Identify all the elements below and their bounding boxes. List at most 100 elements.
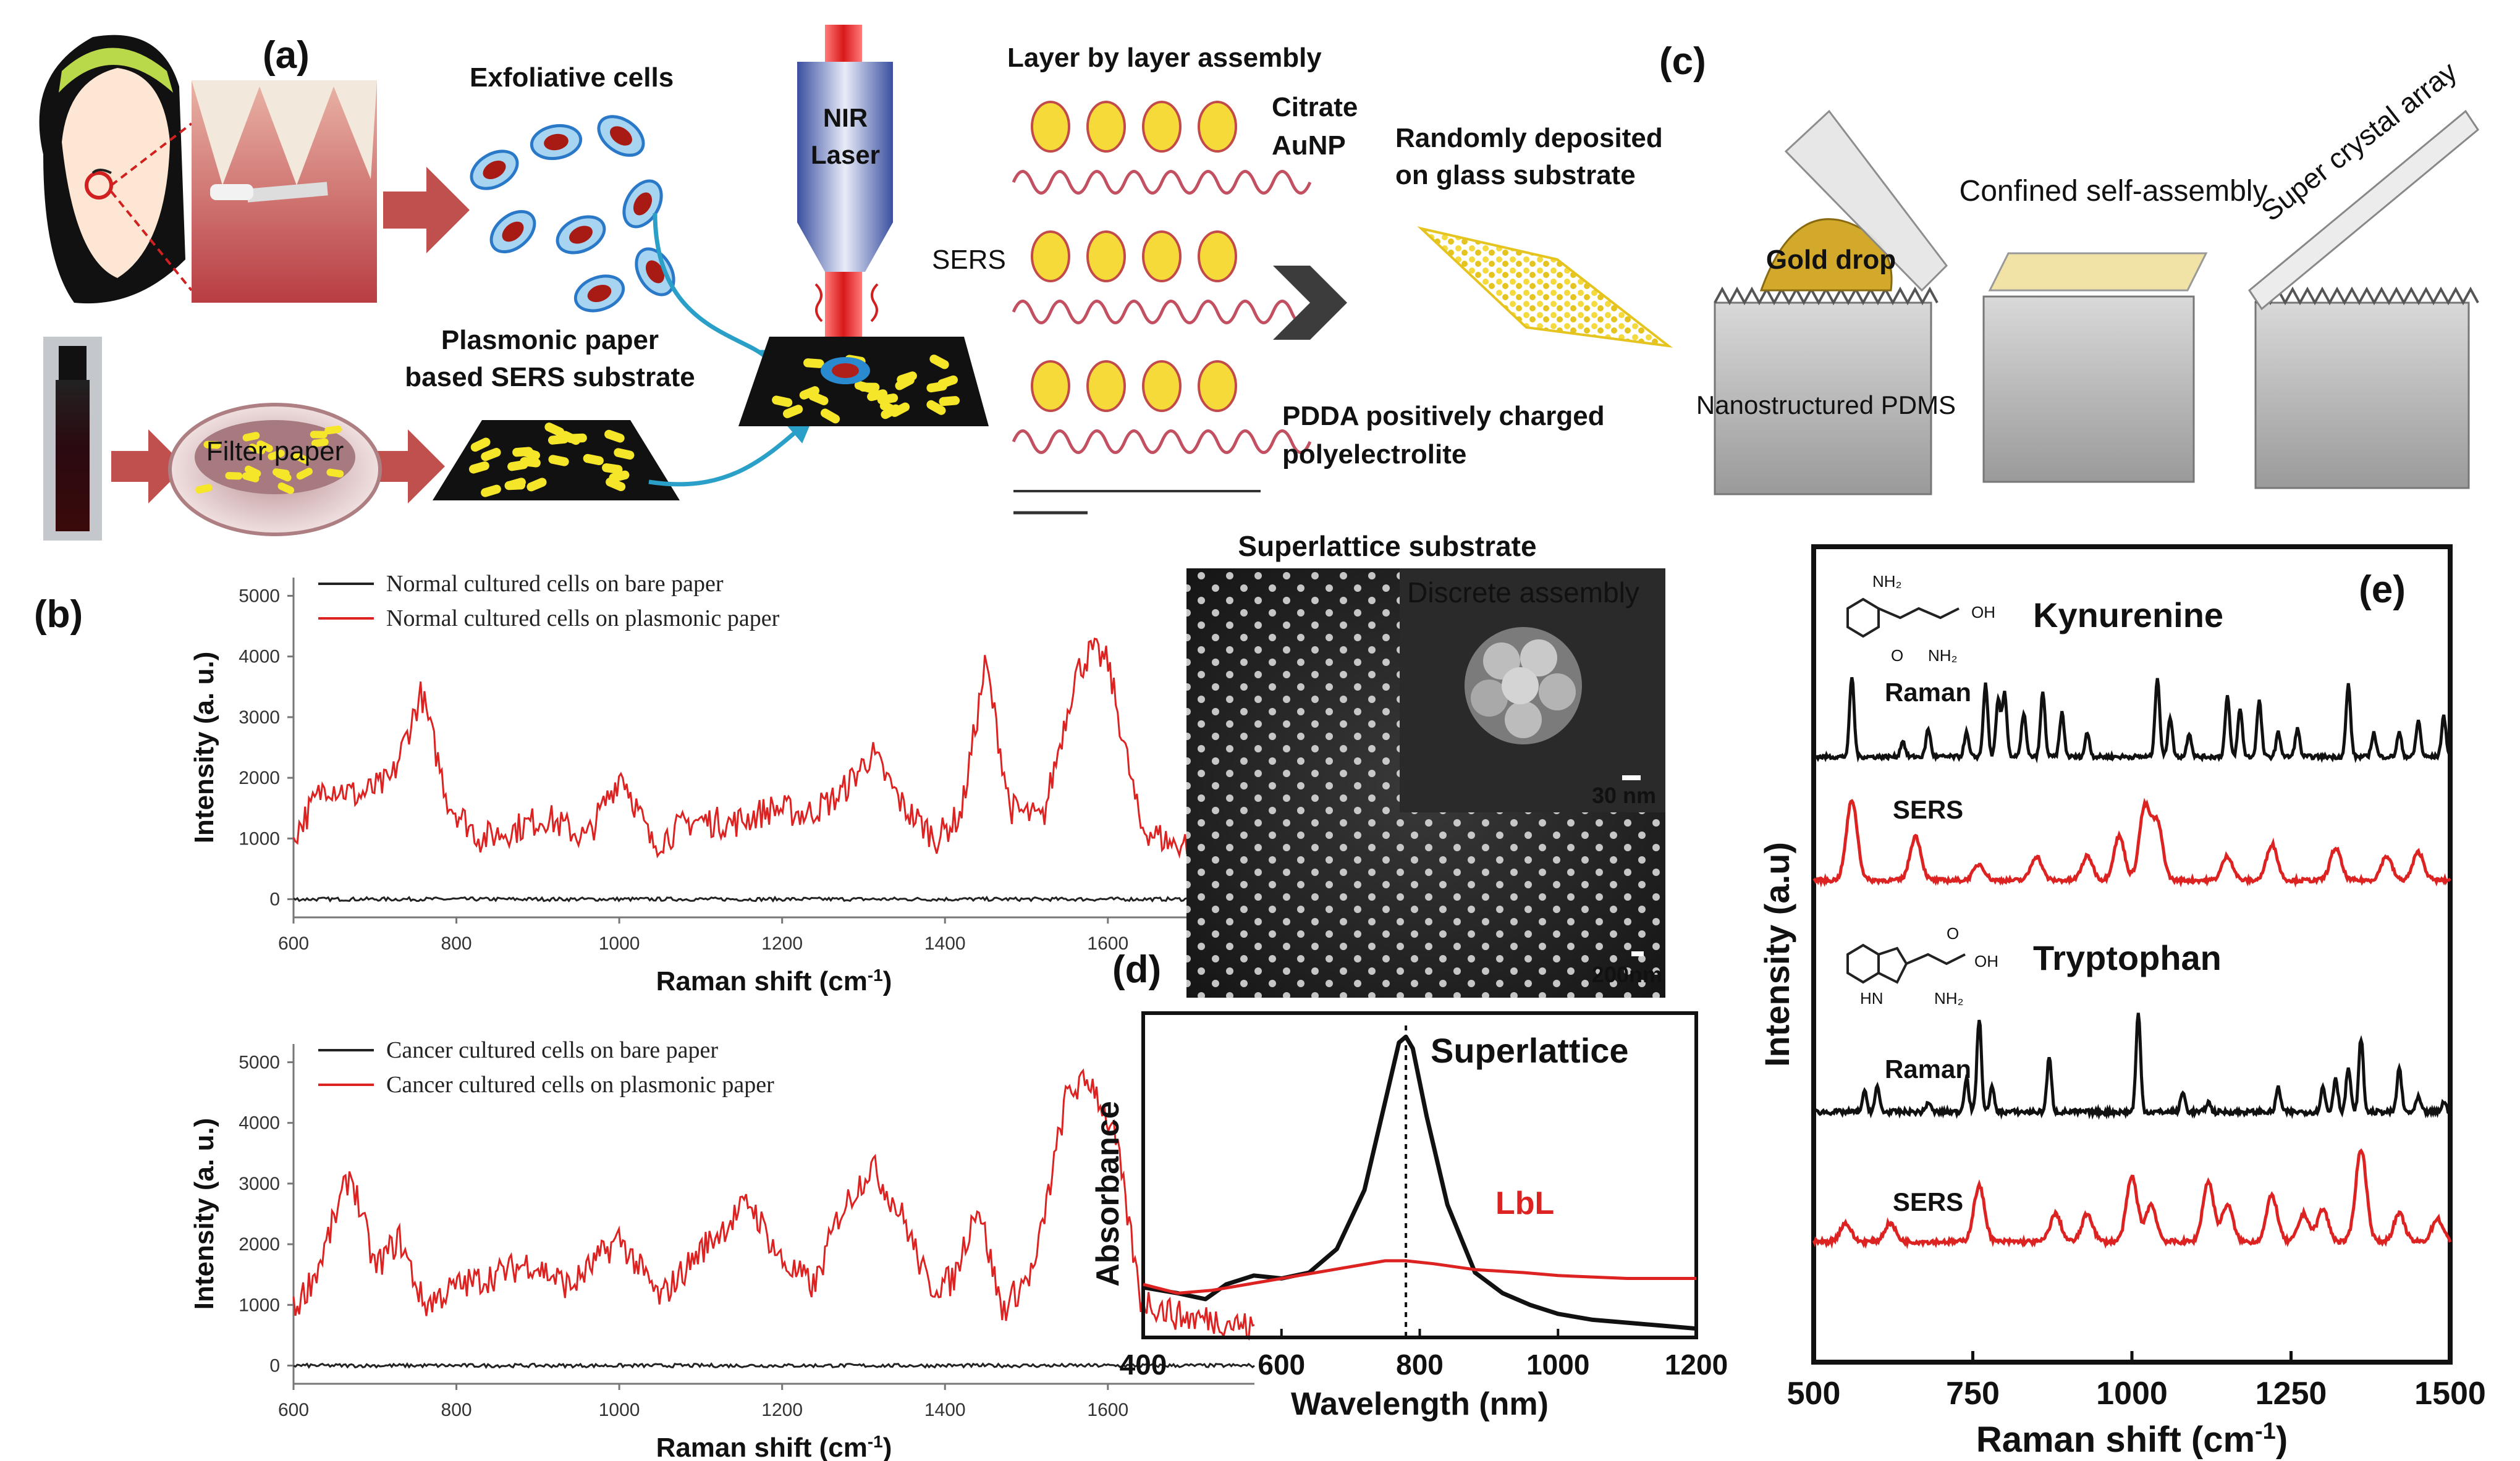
pdda-label-1: PDDA positively charged xyxy=(1282,401,1605,431)
chart-b-bottom: 600 800 1000 1200 1400 1600 0 1000 2000 3000 4000 5… xyxy=(189,1037,1255,1461)
x-tick-label: 1400 xyxy=(924,1400,966,1420)
legend-entry: Normal cultured cells on bare paper xyxy=(386,571,724,597)
x-tick-label: 400 xyxy=(1120,1349,1167,1381)
confined-self-assembly-label: Confined self-assembly xyxy=(1960,175,2268,208)
x-tick-label: 1250 xyxy=(2256,1376,2327,1412)
benzene-ring xyxy=(1846,943,1880,984)
x-tick-label: 1000 xyxy=(2096,1376,2168,1412)
trp-oxygen: O xyxy=(1947,924,1959,943)
gold-nanorod xyxy=(468,461,489,474)
gold-nanorod xyxy=(858,382,880,392)
gold-nanorod xyxy=(256,440,273,452)
pdda-chain xyxy=(1012,300,1312,324)
x-tick-label: 1000 xyxy=(1526,1349,1589,1381)
gold-nanorod xyxy=(481,484,501,497)
y-tick-label: 3000 xyxy=(239,1174,280,1194)
gold-nanorod xyxy=(926,400,946,415)
x-tick-label: 1200 xyxy=(761,1400,803,1420)
aunp-label: AuNP xyxy=(1272,130,1346,161)
aunp xyxy=(1031,230,1070,282)
gold-nanorod xyxy=(879,401,900,416)
gold-nanorod xyxy=(772,395,793,407)
x-tick-label: 600 xyxy=(278,933,309,954)
spectrum-kynurenine-sers xyxy=(1812,798,2451,888)
spectrum-tryptophan-sers xyxy=(1812,1148,2452,1249)
legend-entry: Cancer cultured cells on plasmonic paper xyxy=(386,1072,774,1098)
filter-paper-label: Filter paper xyxy=(206,436,344,466)
arrow-to-filter xyxy=(111,429,185,503)
x-axis-label: Wavelength (nm) xyxy=(1291,1386,1549,1422)
gold-nanorod xyxy=(481,448,501,461)
lbl-title: Layer by layer assembly xyxy=(1007,43,1322,73)
aunp xyxy=(1086,230,1126,282)
pdms-box-2: Confined self-assembly xyxy=(1960,175,2268,483)
tryptophan-label: Tryptophan xyxy=(2033,938,2222,977)
pdda-chain xyxy=(1012,170,1312,195)
series-line-bare xyxy=(293,895,1255,903)
exfoliative-cells-illustration xyxy=(470,115,675,313)
aunp xyxy=(1086,360,1126,412)
x-axis-label: Raman shift (cm-1) xyxy=(1976,1418,2288,1460)
laser-label: Laser xyxy=(811,140,880,169)
nanoparticle-vial xyxy=(43,337,102,541)
aunp xyxy=(1086,101,1126,153)
gold-nanorod xyxy=(470,437,491,452)
y-axis-label: Intensity (a. u.) xyxy=(189,1118,219,1310)
gold-nanorod xyxy=(296,468,313,480)
cell-nucleus xyxy=(609,126,633,146)
x-tick-label: 1500 xyxy=(2414,1376,2486,1412)
random-label-2: on glass substrate xyxy=(1395,160,1636,190)
panel-label-a: (a) xyxy=(263,34,310,77)
cell-nucleus xyxy=(633,192,653,216)
cell-nucleus xyxy=(483,160,506,180)
y-tick-label: 5000 xyxy=(239,586,280,606)
aunp xyxy=(1031,360,1070,412)
gold-nanorod xyxy=(277,482,295,494)
pdda-chain xyxy=(1012,429,1312,454)
spectrum-label: Raman xyxy=(1885,678,1971,707)
gold-nanorod xyxy=(505,478,526,491)
panel-lbl: Layer by layer assembly Citrate AuNP PDD… xyxy=(1007,43,1673,515)
x-tick-label: 600 xyxy=(1258,1349,1305,1381)
x-tick-label: 800 xyxy=(1396,1349,1444,1381)
nir-laser-illustration: NIR Laser SERS xyxy=(797,25,1006,371)
gold-nanorod xyxy=(248,444,266,455)
exfoliative-cells-label: Exfoliative cells xyxy=(470,62,674,93)
aunp xyxy=(1142,230,1182,282)
arrow-to-substrate xyxy=(377,429,445,503)
superlattice-substrate-title: Superlattice substrate xyxy=(1238,530,1536,562)
plasmonic-paper-label-2: based SERS substrate xyxy=(405,362,695,392)
gold-nanorod xyxy=(507,460,528,471)
y-tick-label: 0 xyxy=(269,890,280,910)
kyn-hydroxyl: OH xyxy=(1971,603,1995,621)
x-tick-label: 1200 xyxy=(761,933,803,954)
x-axis-label: Raman shift (cm-1) xyxy=(656,1432,892,1461)
gold-nanorod xyxy=(311,438,329,447)
spectrum-label: Raman xyxy=(1885,1055,1971,1084)
kyn-amine-2: NH₂ xyxy=(1928,646,1958,665)
random-label-1: Randomly deposited xyxy=(1395,123,1663,153)
y-axis-label: Absorbance xyxy=(1090,1101,1126,1287)
x-tick-label: 800 xyxy=(441,933,472,954)
y-tick-label: 4000 xyxy=(239,647,280,667)
gold-nanorod xyxy=(877,393,898,405)
spectrum-tryptophan-raman xyxy=(1812,1013,2451,1120)
gold-nanorod xyxy=(526,478,547,492)
chart-b-top: 600 800 1000 1200 1400 1600 0 1000 2000 3000 4000 5… xyxy=(189,571,1256,996)
arrow-to-glass xyxy=(1273,266,1347,340)
x-tick-label: 500 xyxy=(1787,1376,1841,1412)
aunp xyxy=(1198,230,1237,282)
nir-label: NIR xyxy=(823,103,868,132)
arrow-to-cells xyxy=(383,167,470,253)
panel-label-b: (b) xyxy=(34,593,83,636)
panel-label-e: (e) xyxy=(2359,568,2406,611)
lbl-stack-illustration xyxy=(1012,101,1312,515)
aunp xyxy=(1142,360,1182,412)
cell-nucleus xyxy=(544,133,569,151)
gold-nanorod xyxy=(310,431,328,439)
gold-nanorod xyxy=(929,354,949,369)
x-tick-label: 600 xyxy=(278,1400,309,1420)
gold-nanorod xyxy=(203,440,221,449)
x-tick-label: 1200 xyxy=(1665,1349,1728,1381)
oral-swab-photo xyxy=(192,80,377,303)
